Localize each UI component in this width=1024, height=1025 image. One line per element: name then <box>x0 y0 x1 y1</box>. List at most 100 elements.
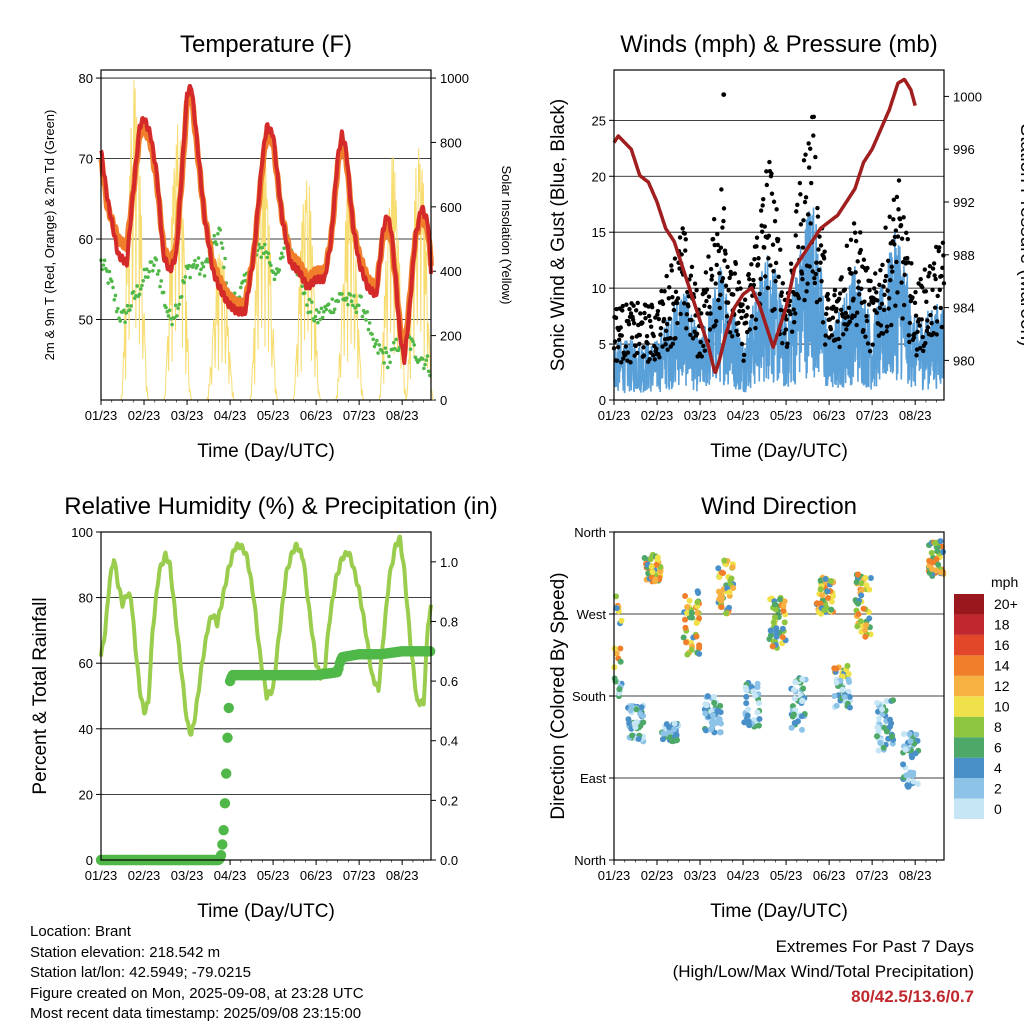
solar-day-line <box>292 180 321 401</box>
gust-point <box>808 221 813 226</box>
gust-point <box>938 305 944 311</box>
colorbar-label: 14 <box>994 658 1010 674</box>
gust-point <box>712 242 717 248</box>
gust-point <box>937 287 942 293</box>
dewpoint-point <box>312 319 317 323</box>
precip-point <box>424 646 436 657</box>
dewpoint-point <box>223 256 227 261</box>
dewpoint-point <box>173 303 178 308</box>
direction-point <box>771 601 778 608</box>
dewpoint-point <box>167 308 172 313</box>
gust-point <box>753 317 759 322</box>
dewpoint-point <box>348 293 353 297</box>
gust-point <box>881 307 887 313</box>
direction-point <box>688 609 695 616</box>
colorbar-swatch <box>954 778 984 799</box>
dewpoint-point <box>324 307 329 312</box>
colorbar-swatch <box>954 655 984 676</box>
gust-point <box>685 289 690 295</box>
direction-point <box>743 700 750 707</box>
direction-point <box>817 600 824 607</box>
dewpoint-point <box>263 242 267 247</box>
gust-point <box>879 301 885 307</box>
direction-point <box>902 746 909 753</box>
colorbar-swatch <box>954 737 984 758</box>
direction-point <box>858 580 865 587</box>
solar-day-line <box>206 253 235 401</box>
direction-point <box>867 574 874 581</box>
dewpoint-point <box>152 263 156 268</box>
direction-point <box>846 704 853 711</box>
gust-point <box>764 169 769 174</box>
colorbar-label: 8 <box>994 719 1002 735</box>
gust-point <box>628 311 634 316</box>
direction-point <box>708 726 715 733</box>
direction-point <box>819 592 826 599</box>
dewpoint-point <box>157 269 161 273</box>
dewpoint-point <box>332 307 337 312</box>
direction-point <box>726 604 733 611</box>
gust-point <box>634 308 639 313</box>
direction-point <box>696 650 703 657</box>
direction-point <box>846 679 853 686</box>
gust-point <box>706 294 712 299</box>
gust-point <box>784 317 789 322</box>
extremes-values: 80/42.5/13.6/0.7 <box>851 987 974 1006</box>
gust-point <box>647 318 653 324</box>
dewpoint-point <box>385 365 390 370</box>
direction-point <box>846 693 853 700</box>
dewpoint-point <box>106 281 111 285</box>
dewpoint-point <box>117 316 121 321</box>
dewpoint-point <box>370 332 374 336</box>
gust-point <box>751 282 757 288</box>
gust-point <box>864 313 869 319</box>
direction-point <box>716 574 723 581</box>
direction-point <box>746 722 753 729</box>
gust-point <box>766 233 772 239</box>
recent-timestamp: Most recent data timestamp: 2025/09/08 2… <box>30 1005 362 1022</box>
colorbar-swatch <box>954 696 984 717</box>
gust-point <box>672 256 678 261</box>
direction-point <box>715 715 722 722</box>
temperature-ytick-right-label: 600 <box>440 200 462 215</box>
winds-xtick-label: 07/23 <box>856 408 889 423</box>
direction-point <box>790 686 797 693</box>
winds-title: Winds (mph) & Pressure (mb) <box>620 31 937 58</box>
direction-point <box>883 698 890 705</box>
gust-point <box>874 310 879 315</box>
gust-point <box>805 281 810 286</box>
direction-point <box>873 733 880 740</box>
gust-point <box>704 298 709 304</box>
direction-point <box>638 704 645 711</box>
gust-point <box>865 265 870 271</box>
dewpoint-point <box>411 339 415 344</box>
gust-point <box>641 353 647 358</box>
dewpoint-point <box>360 314 365 319</box>
direction-chart: Wind Direction 01/23 02/23 03/23 04/23 05/23 0… <box>548 493 947 922</box>
gust-point <box>772 218 778 224</box>
dewpoint-point <box>319 306 324 311</box>
dewpoint-point <box>102 258 107 263</box>
dewpoint-point <box>412 343 417 347</box>
dewpoint-point <box>367 321 372 325</box>
direction-point <box>817 577 824 584</box>
gust-point <box>880 262 885 268</box>
direction-point <box>827 578 834 585</box>
gust-point <box>858 247 863 253</box>
gust-point <box>933 276 938 282</box>
dewpoint-point <box>326 302 331 307</box>
gust-point <box>734 328 739 334</box>
gust-point <box>774 207 779 212</box>
direction-point <box>831 693 838 700</box>
dewpoint-point <box>265 255 270 260</box>
gust-point <box>815 205 820 211</box>
dewpoint-point <box>161 290 166 295</box>
gust-point <box>891 217 896 222</box>
dewpoint-point <box>183 275 188 279</box>
dewpoint-point <box>384 350 389 355</box>
gust-point <box>813 271 819 277</box>
direction-point <box>781 598 788 605</box>
direction-ytick-label: South <box>572 689 606 704</box>
gust-point <box>708 311 713 316</box>
dewpoint-point <box>307 297 312 302</box>
